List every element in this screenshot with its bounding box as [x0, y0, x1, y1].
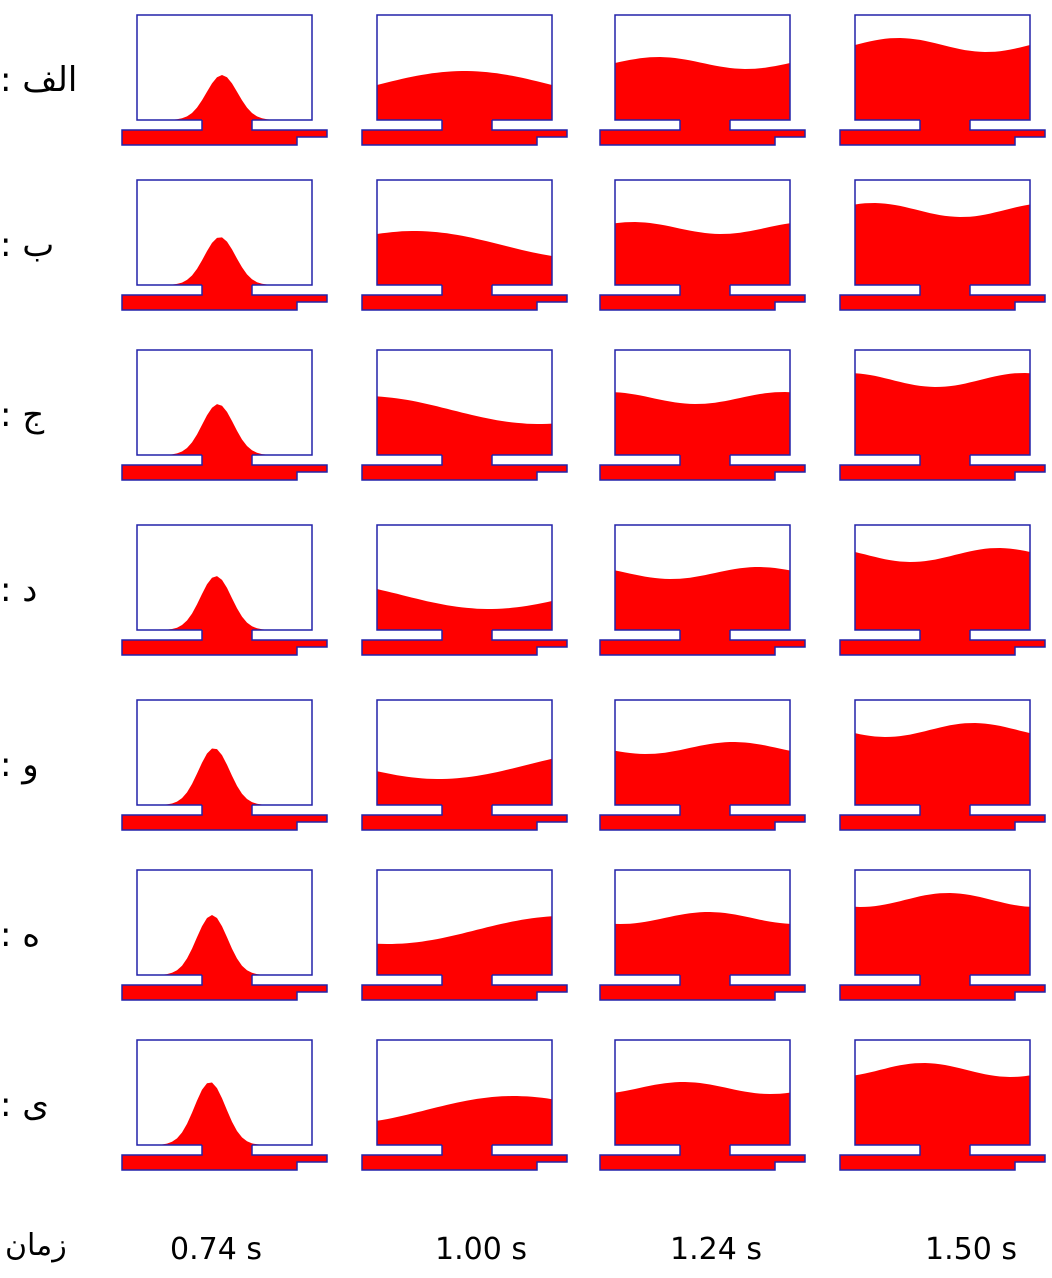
- snapshot: [840, 700, 1045, 830]
- fluid: [600, 567, 805, 655]
- fluid: [362, 396, 567, 480]
- row-label: ب :: [0, 225, 95, 265]
- fluid: [122, 404, 327, 480]
- snapshot: [840, 1040, 1045, 1170]
- snapshot: [122, 180, 327, 310]
- snapshot: [122, 525, 327, 655]
- panels: [0, 0, 1052, 1278]
- fluid: [840, 893, 1045, 1000]
- snapshot: [840, 350, 1045, 480]
- snapshot: [122, 350, 327, 480]
- snapshot: [600, 870, 805, 1000]
- fluid: [840, 373, 1045, 480]
- row-label: ه :: [0, 915, 95, 955]
- snapshot: [600, 180, 805, 310]
- fluid: [362, 759, 567, 830]
- snapshot: [362, 525, 567, 655]
- snapshot: [122, 1040, 327, 1170]
- fluid: [840, 723, 1045, 830]
- fluid: [840, 38, 1045, 145]
- snapshot: [362, 15, 567, 145]
- time-label: 1.24 s: [670, 1232, 762, 1267]
- fluid: [122, 75, 327, 145]
- row-label: ی :: [0, 1085, 95, 1125]
- row-label: و :: [0, 745, 95, 785]
- fluid: [600, 392, 805, 480]
- time-label: 1.50 s: [925, 1232, 1017, 1267]
- fluid: [600, 912, 805, 1000]
- time-label: 1.00 s: [435, 1232, 527, 1267]
- fluid: [600, 57, 805, 145]
- snapshot: [840, 15, 1045, 145]
- fluid: [600, 222, 805, 310]
- row-label: د :: [0, 570, 95, 610]
- snapshot: [362, 350, 567, 480]
- fluid: [840, 548, 1045, 655]
- fluid: [122, 915, 327, 1000]
- figure: زمان الف : ب : ج : د : و : ه : ی : 0.74 s 1.00 s…: [0, 0, 1052, 1278]
- snapshot: [840, 180, 1045, 310]
- snapshot: [362, 1040, 567, 1170]
- row-label: ج :: [0, 395, 95, 435]
- fluid: [840, 203, 1045, 310]
- snapshot: [840, 870, 1045, 1000]
- time-label: 0.74 s: [170, 1232, 262, 1267]
- snapshot: [600, 700, 805, 830]
- fluid: [122, 576, 327, 655]
- snapshot: [362, 870, 567, 1000]
- snapshot: [840, 525, 1045, 655]
- fluid: [362, 1096, 567, 1170]
- snapshot: [122, 15, 327, 145]
- fluid: [122, 237, 327, 310]
- snapshot: [600, 525, 805, 655]
- snapshot: [362, 180, 567, 310]
- fluid: [600, 1082, 805, 1170]
- row-label: الف :: [0, 60, 95, 100]
- fluid: [122, 1083, 327, 1171]
- fluid: [122, 749, 327, 831]
- fluid: [840, 1063, 1045, 1170]
- snapshot: [362, 700, 567, 830]
- time-axis-label: زمان: [5, 1228, 67, 1263]
- fluid: [600, 742, 805, 830]
- snapshot: [600, 1040, 805, 1170]
- snapshot: [122, 700, 327, 830]
- snapshot: [122, 870, 327, 1000]
- fluid: [362, 71, 567, 145]
- fluid: [362, 231, 567, 310]
- fluid: [362, 589, 567, 655]
- snapshot: [600, 15, 805, 145]
- fluid: [362, 916, 567, 1000]
- snapshot: [600, 350, 805, 480]
